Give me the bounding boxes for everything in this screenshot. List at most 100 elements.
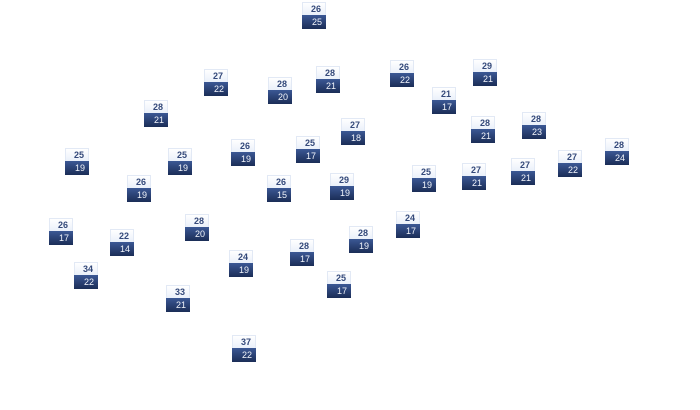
high-temperature: 28	[144, 100, 168, 113]
low-temperature: 19	[330, 186, 354, 200]
temperature-marker[interactable]: 28 24	[605, 138, 629, 166]
temperature-marker[interactable]: 26 25	[302, 2, 326, 30]
temperature-marker[interactable]: 26 19	[127, 175, 151, 203]
high-temperature: 28	[522, 112, 546, 125]
low-temperature: 19	[412, 178, 436, 192]
high-temperature: 28	[185, 214, 209, 227]
temperature-marker[interactable]: 21 17	[432, 87, 456, 115]
low-temperature: 21	[462, 176, 486, 190]
temperature-marker[interactable]: 28 20	[185, 214, 209, 242]
high-temperature: 27	[204, 69, 228, 82]
high-temperature: 29	[330, 173, 354, 186]
low-temperature: 21	[166, 298, 190, 312]
low-temperature: 19	[168, 161, 192, 175]
temperature-marker[interactable]: 26 19	[231, 139, 255, 167]
high-temperature: 28	[316, 66, 340, 79]
low-temperature: 21	[144, 113, 168, 127]
temperature-marker[interactable]: 26 15	[267, 175, 291, 203]
high-temperature: 28	[290, 239, 314, 252]
low-temperature: 22	[232, 348, 256, 362]
temperature-marker[interactable]: 27 21	[511, 158, 535, 186]
low-temperature: 21	[471, 129, 495, 143]
high-temperature: 25	[168, 148, 192, 161]
high-temperature: 34	[74, 262, 98, 275]
high-temperature: 21	[432, 87, 456, 100]
low-temperature: 19	[229, 263, 253, 277]
high-temperature: 24	[229, 250, 253, 263]
low-temperature: 20	[268, 90, 292, 104]
high-temperature: 28	[605, 138, 629, 151]
temperature-marker[interactable]: 22 14	[110, 229, 134, 257]
temperature-marker[interactable]: 29 21	[473, 59, 497, 87]
low-temperature: 14	[110, 242, 134, 256]
low-temperature: 22	[74, 275, 98, 289]
temperature-marker[interactable]: 28 17	[290, 239, 314, 267]
temperature-marker[interactable]: 27 18	[341, 118, 365, 146]
high-temperature: 26	[231, 139, 255, 152]
low-temperature: 23	[522, 125, 546, 139]
high-temperature: 25	[412, 165, 436, 178]
high-temperature: 26	[267, 175, 291, 188]
temperature-marker[interactable]: 34 22	[74, 262, 98, 290]
high-temperature: 27	[511, 158, 535, 171]
temperature-marker[interactable]: 24 17	[396, 211, 420, 239]
high-temperature: 25	[65, 148, 89, 161]
temperature-marker[interactable]: 24 19	[229, 250, 253, 278]
high-temperature: 26	[127, 175, 151, 188]
temperature-marker[interactable]: 28 19	[349, 226, 373, 254]
low-temperature: 17	[296, 149, 320, 163]
low-temperature: 17	[432, 100, 456, 114]
high-temperature: 25	[327, 271, 351, 284]
low-temperature: 21	[473, 72, 497, 86]
temperature-marker[interactable]: 37 22	[232, 335, 256, 363]
low-temperature: 24	[605, 151, 629, 165]
low-temperature: 21	[316, 79, 340, 93]
temperature-marker[interactable]: 33 21	[166, 285, 190, 313]
low-temperature: 22	[204, 82, 228, 96]
low-temperature: 17	[49, 231, 73, 245]
low-temperature: 17	[290, 252, 314, 266]
temperature-marker[interactable]: 27 22	[558, 150, 582, 178]
low-temperature: 19	[127, 188, 151, 202]
high-temperature: 28	[471, 116, 495, 129]
temperature-marker[interactable]: 28 21	[144, 100, 168, 128]
high-temperature: 28	[268, 77, 292, 90]
high-temperature: 33	[166, 285, 190, 298]
temperature-marker[interactable]: 29 19	[330, 173, 354, 201]
low-temperature: 21	[511, 171, 535, 185]
low-temperature: 17	[396, 224, 420, 238]
low-temperature: 22	[558, 163, 582, 177]
high-temperature: 25	[296, 136, 320, 149]
temperature-marker[interactable]: 25 17	[296, 136, 320, 164]
high-temperature: 27	[462, 163, 486, 176]
low-temperature: 19	[231, 152, 255, 166]
temperature-marker[interactable]: 28 23	[522, 112, 546, 140]
low-temperature: 19	[349, 239, 373, 253]
high-temperature: 26	[390, 60, 414, 73]
temperature-marker[interactable]: 25 19	[168, 148, 192, 176]
low-temperature: 17	[327, 284, 351, 298]
low-temperature: 25	[302, 15, 326, 29]
temperature-marker[interactable]: 25 19	[412, 165, 436, 193]
high-temperature: 24	[396, 211, 420, 224]
temperature-marker[interactable]: 26 17	[49, 218, 73, 246]
temperature-marker[interactable]: 27 22	[204, 69, 228, 97]
high-temperature: 27	[558, 150, 582, 163]
temperature-marker[interactable]: 28 21	[316, 66, 340, 94]
high-temperature: 27	[341, 118, 365, 131]
temperature-marker[interactable]: 28 21	[471, 116, 495, 144]
low-temperature: 20	[185, 227, 209, 241]
low-temperature: 22	[390, 73, 414, 87]
low-temperature: 15	[267, 188, 291, 202]
low-temperature: 19	[65, 161, 89, 175]
temperature-marker[interactable]: 28 20	[268, 77, 292, 105]
temperature-marker[interactable]: 25 19	[65, 148, 89, 176]
high-temperature: 37	[232, 335, 256, 348]
temperature-marker[interactable]: 25 17	[327, 271, 351, 299]
high-temperature: 22	[110, 229, 134, 242]
temperature-marker[interactable]: 26 22	[390, 60, 414, 88]
high-temperature: 29	[473, 59, 497, 72]
temperature-marker[interactable]: 27 21	[462, 163, 486, 191]
high-temperature: 26	[49, 218, 73, 231]
